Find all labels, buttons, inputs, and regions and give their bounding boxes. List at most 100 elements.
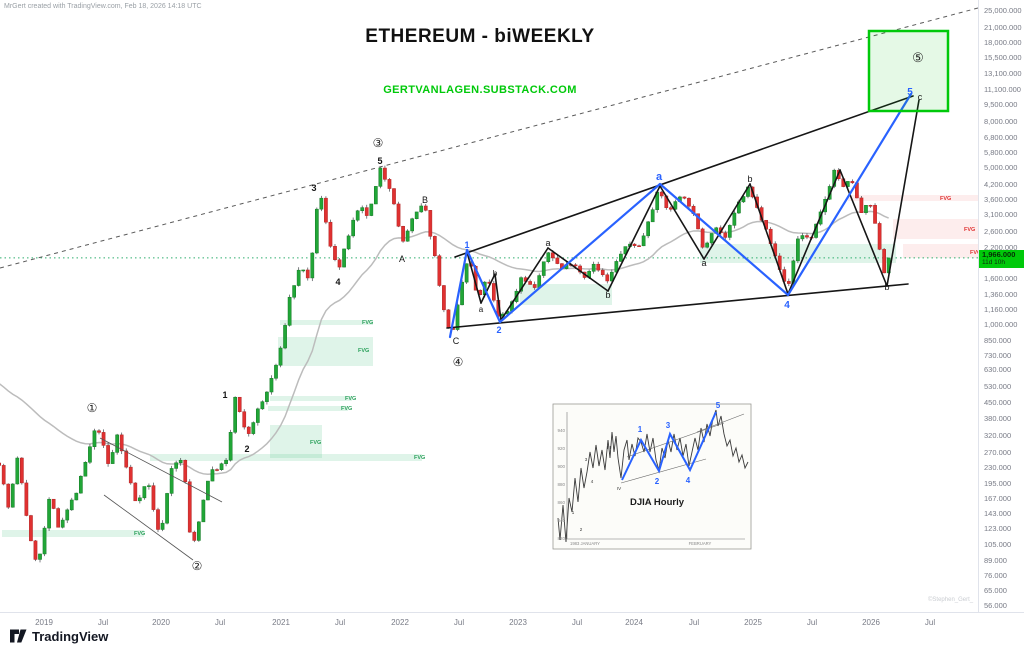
price-axis-tick: 1,360.000 [984,289,1018,299]
svg-text:2: 2 [244,444,249,454]
price-axis-tick: 143.000 [984,509,1012,519]
price-axis-tick: 1,000.000 [984,319,1018,329]
inset-djia-hourly: 1 2 3 4 5 III IV 1 2 3 4 940 920 900 880 860 840 820 1983 … [552,401,752,550]
svg-text:FVG: FVG [358,348,369,354]
tradingview-logo-text: TradingView [32,628,109,644]
svg-text:4: 4 [686,476,691,485]
price-axis-tick: 65.000 [984,586,1007,596]
svg-text:FVG: FVG [970,250,978,256]
time-axis-label: 2025 [744,618,762,627]
price-axis-tick: 11,100.000 [984,85,1021,95]
svg-text:840: 840 [557,518,565,523]
price-axis-tick: 730.000 [984,350,1012,360]
svg-text:2: 2 [496,325,501,335]
fvg-zones-layer: FVG FVG FVG FVG FVG FVG FVG FVG FVG FVG [2,195,978,537]
chart-canvas[interactable]: FVG FVG FVG FVG FVG FVG FVG FVG FVG FVG ① ② ③ ④ ⑤ 1 2 3 4 5… [0,0,978,612]
price-axis-tick: 5,800.000 [984,148,1018,158]
time-axis-label: Jul [688,618,700,627]
svg-text:III: III [607,445,611,450]
price-axis-tick: 270.000 [984,447,1012,457]
svg-text:④: ④ [453,355,464,369]
svg-text:820: 820 [557,536,565,541]
price-axis-tick: 25,000.000 [984,6,1022,15]
price-axis-tick: 4,200.000 [984,179,1018,189]
svg-text:⑤: ⑤ [912,50,924,65]
time-axis-label: 2024 [625,618,643,627]
price-axis-tick: 230.000 [984,463,1012,473]
svg-text:900: 900 [557,464,565,469]
wave-labels-layer: ① ② ③ ④ ⑤ 1 2 3 4 5 A B Ca b a b a b b c 1 2 a 4 5 [87,50,924,573]
svg-text:1: 1 [464,240,469,250]
svg-text:a: a [656,171,663,183]
price-axis-tick: 89.000 [984,555,1007,565]
svg-text:1: 1 [572,510,575,515]
svg-text:A: A [399,254,405,264]
time-axis-label: 2020 [152,618,170,627]
svg-text:4: 4 [335,277,340,287]
svg-text:2: 2 [580,527,583,532]
svg-text:b: b [605,290,610,300]
price-axis-tick: 167.000 [984,494,1012,504]
price-axis[interactable]: 25,000.000 21,000.000 18,000.000 15,500.000… [978,0,1024,612]
price-axis-tick: 13,100.000 [984,69,1022,78]
svg-text:1: 1 [222,390,227,400]
svg-text:5: 5 [377,156,382,166]
tradingview-logo-icon [10,629,27,643]
dashed-trendline [0,7,978,269]
time-axis-label: Jul [214,618,226,627]
chart-subtitle: GERTVANLAGEN.SUBSTACK.COM [383,84,577,96]
svg-text:FVG: FVG [964,227,975,233]
candles-layer [0,165,891,563]
price-axis-tick: 2,600.000 [984,226,1018,236]
price-axis-tick: 123.000 [984,524,1012,534]
svg-text:②: ② [192,559,203,573]
svg-text:2: 2 [655,477,660,486]
tradingview-logo[interactable]: TradingView [10,628,108,644]
current-price-value: 1,966.000 [982,249,1016,259]
price-axis-tick: 21,000.000 [984,22,1022,32]
svg-text:1: 1 [638,425,643,434]
price-axis-tick: 9,500.000 [984,100,1018,110]
svg-text:940: 940 [557,428,565,433]
svg-text:860: 860 [557,500,565,505]
price-axis-tick: 630.000 [984,364,1012,374]
svg-text:b: b [884,282,889,292]
bar-countdown: 11d 10h [982,258,1006,266]
current-price-label: 1,966.000 11d 10h [979,249,1024,268]
svg-text:5: 5 [907,87,913,98]
price-axis-tick: 76.000 [984,571,1007,581]
price-axis-tick: 3,600.000 [984,194,1018,204]
svg-text:FVG: FVG [362,320,373,326]
blue-wave-lines-layer [448,92,913,339]
chart-title: ETHEREUM - biWEEKLY [365,26,595,47]
svg-text:920: 920 [557,446,565,451]
svg-text:b: b [747,174,752,184]
time-axis-label: 2023 [509,618,527,627]
price-axis-tick: 450.000 [984,397,1012,407]
price-axis-tick: 18,000.000 [984,38,1022,48]
svg-text:FVG: FVG [134,531,145,537]
svg-text:FEBRUARY: FEBRUARY [689,541,712,546]
price-axis-tick: 530.000 [984,381,1012,391]
svg-text:a: a [479,305,484,314]
projection-target-box [867,29,950,113]
price-axis-tick: 320.000 [984,430,1012,440]
svg-text:b: b [493,269,498,278]
svg-text:DJIA Hourly: DJIA Hourly [630,497,685,508]
price-axis-tick: 850.000 [984,335,1012,345]
time-axis-label: Jul [571,618,583,627]
svg-text:3: 3 [585,457,588,462]
price-axis-tick: 6,800.000 [984,132,1018,142]
time-axis-label: Jul [334,618,346,627]
time-axis[interactable]: 2019 Jul 2020 Jul 2021 Jul 2022 Jul 2023 Jul 2024 J… [0,612,1024,635]
svg-text:C: C [453,336,460,346]
svg-text:a: a [545,238,550,248]
svg-text:3: 3 [666,421,671,430]
svg-text:FVG: FVG [341,406,352,412]
svg-text:880: 880 [557,482,565,487]
price-axis-tick: 380.000 [984,414,1012,424]
svg-text:FVG: FVG [345,396,356,402]
svg-text:4: 4 [591,479,594,484]
price-axis-tick: 8,000.000 [984,117,1018,127]
